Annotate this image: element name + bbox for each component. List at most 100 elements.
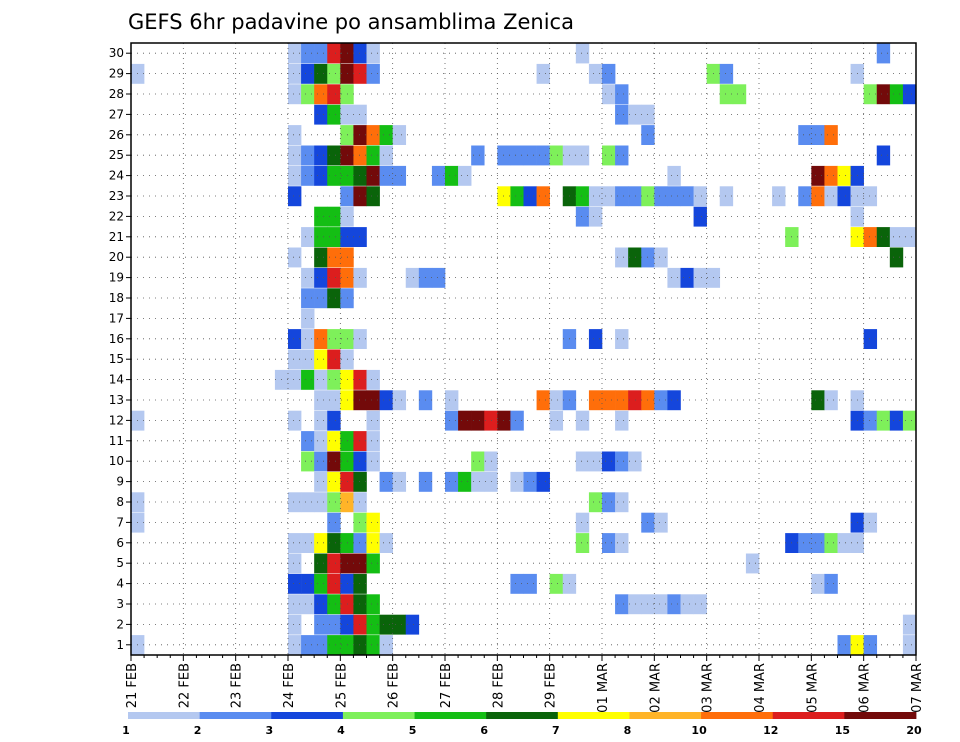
heatmap-cell: [327, 206, 341, 227]
heatmap-cell: [353, 369, 367, 390]
heatmap-cell: [811, 573, 825, 594]
heatmap-cell: [353, 594, 367, 615]
heatmap-cell: [772, 186, 786, 207]
heatmap-cell: [497, 186, 511, 207]
heatmap-cell: [353, 125, 367, 145]
heatmap-cell: [379, 145, 393, 166]
x-tick-label: 24 FEB: [282, 663, 297, 708]
y-axis: 1234567891011121314151617181920212223242…: [109, 46, 131, 652]
heatmap-cell: [314, 390, 328, 411]
x-tick-label: 05 MAR: [805, 663, 820, 713]
heatmap-cell: [889, 410, 904, 431]
heatmap-cell: [379, 165, 393, 186]
heatmap-cell: [327, 594, 341, 615]
heatmap-cell: [876, 43, 891, 64]
heatmap-cell: [327, 410, 341, 431]
x-tick-label: 21 FEB: [125, 663, 140, 708]
heatmap-cell: [588, 329, 603, 349]
heatmap-cell: [379, 533, 393, 553]
heatmap-cell: [288, 125, 302, 145]
heatmap-cell: [602, 186, 616, 207]
legend-swatch: [271, 712, 344, 719]
heatmap-cell: [536, 390, 550, 411]
heatmap-cell: [301, 288, 315, 309]
heatmap-cell: [327, 614, 341, 635]
heatmap-cell: [301, 635, 315, 655]
heatmap-cell: [837, 186, 851, 207]
heatmap-cell: [301, 329, 315, 349]
heatmap-cell: [549, 573, 564, 594]
heatmap-cell: [510, 145, 524, 166]
chart-title: GEFS 6hr padavine po ansamblima Zenica: [128, 10, 574, 34]
heatmap-cell: [366, 43, 380, 64]
heatmap-cell: [615, 594, 629, 615]
heatmap-cell: [327, 104, 341, 125]
heatmap-cell: [301, 43, 315, 64]
heatmap-cell: [288, 410, 302, 431]
heatmap-cell: [314, 431, 328, 451]
heatmap-cell: [837, 635, 851, 655]
heatmap-cell: [327, 349, 341, 370]
heatmap-cell: [353, 43, 367, 64]
heatmap-cell: [366, 125, 380, 145]
color-legend: 1 2 3 4 5 6 7 8 10 12 15 20: [122, 712, 922, 737]
heatmap-cell: [588, 186, 603, 207]
x-tick-label: 03 MAR: [701, 663, 716, 713]
heatmap-cell: [353, 533, 367, 553]
heatmap-cell: [588, 451, 603, 472]
heatmap-cell: [523, 186, 537, 207]
heatmap-cell: [497, 410, 511, 431]
heatmap-cell: [471, 451, 485, 472]
heatmap-cell: [863, 512, 878, 533]
heatmap-cell: [602, 145, 616, 166]
heatmap-cell: [353, 186, 367, 207]
heatmap-cell: [575, 451, 590, 472]
heatmap-cell: [366, 512, 380, 533]
heatmap-cell: [811, 186, 825, 207]
heatmap-cell: [301, 533, 315, 553]
legend-label: 7: [552, 724, 560, 737]
heatmap-cell: [288, 533, 302, 553]
heatmap-cell: [523, 145, 537, 166]
heatmap-cell: [902, 227, 917, 247]
heatmap-cell: [288, 635, 302, 655]
heatmap-cell: [654, 594, 668, 615]
heatmap-cell: [745, 553, 760, 574]
x-tick-label: 23 FEB: [230, 663, 245, 708]
heatmap-cell: [680, 186, 694, 207]
heatmap-cell: [353, 104, 367, 125]
heatmap-cell: [366, 594, 380, 615]
heatmap-cell: [902, 614, 917, 635]
legend-swatch: [557, 712, 630, 719]
legend-swatch: [701, 712, 774, 719]
x-tick-label: 02 MAR: [648, 663, 663, 713]
y-tick-label: 4: [116, 577, 124, 591]
heatmap-cell: [680, 267, 694, 288]
heatmap-cell: [575, 512, 590, 533]
heatmap-cell: [628, 451, 642, 472]
heatmap-cell: [327, 533, 341, 553]
heatmap-cell: [327, 512, 341, 533]
heatmap-cell: [327, 553, 341, 574]
heatmap-cell: [314, 471, 328, 492]
legend-label: 12: [763, 724, 778, 737]
heatmap-cell: [366, 63, 380, 84]
heatmap-cell: [301, 431, 315, 451]
heatmap-cell: [458, 165, 472, 186]
heatmap-cell: [615, 329, 629, 349]
heatmap-cell: [602, 533, 616, 553]
heatmap-cell: [314, 288, 328, 309]
y-tick-label: 9: [116, 475, 124, 489]
heatmap-cell: [366, 165, 380, 186]
heatmap-cell: [288, 492, 302, 513]
heatmap-cell: [863, 227, 878, 247]
heatmap-cell: [314, 145, 328, 166]
legend-swatch: [414, 712, 487, 719]
y-tick-label: 26: [109, 128, 124, 142]
y-tick-label: 5: [116, 556, 124, 570]
heatmap-cell: [353, 614, 367, 635]
heatmap-cell: [510, 186, 524, 207]
heatmap-cell: [327, 573, 341, 594]
heatmap-cell: [288, 553, 302, 574]
